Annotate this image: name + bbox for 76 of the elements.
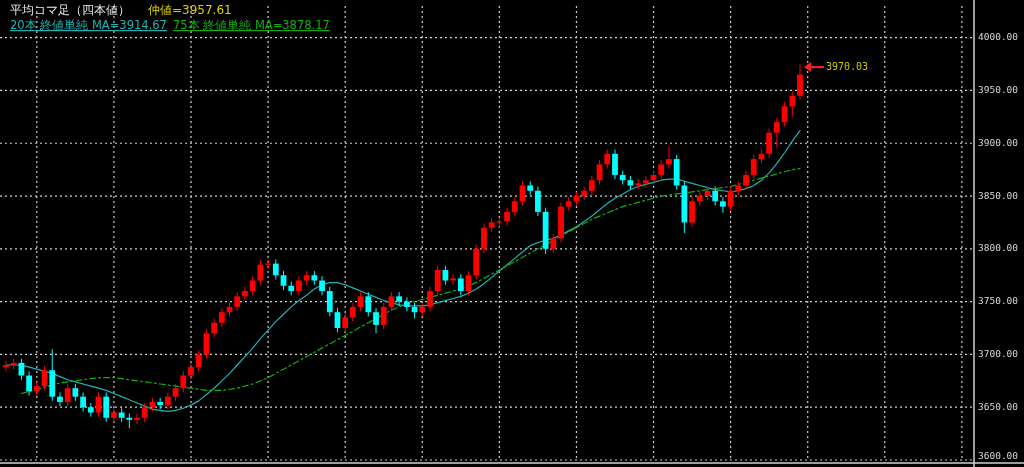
y-tick-label: 3650.00 [978,400,1019,412]
candlestick [195,349,202,372]
candlestick [396,291,403,307]
candlestick [326,286,333,317]
y-tick-label: 3700.00 [978,347,1019,359]
candlestick [357,291,364,312]
candlestick [103,391,110,423]
candlestick [218,307,225,328]
candlestick [265,258,271,270]
candlestick [249,275,256,296]
candlestick [481,223,487,254]
candlestick [3,360,9,372]
candlestick [211,318,218,339]
y-tick-label: 3850.00 [978,189,1019,201]
candlestick [180,370,187,393]
candlestick [26,370,33,397]
candlestick [403,296,410,312]
candlestick [280,270,287,291]
candlestick [134,413,140,425]
candlestick [272,258,279,280]
line-series [20,168,801,395]
chart-title: 平均コマ足（四本値） [10,3,130,17]
candlestick [612,149,618,180]
y-tick-label: 4000.00 [978,31,1019,43]
candlestick [773,117,780,148]
text: 75本 終値単純 MA=3878.17 [172,18,330,32]
candlestick [242,286,248,302]
candlestick [188,362,194,381]
candlestick [750,154,757,180]
text: 3970.03 [826,61,869,73]
candlestick [504,207,510,227]
candlestick [658,159,665,180]
chart-subtitle: 仲値=3957.61 [148,3,232,17]
y-tick-label: 3750.00 [978,295,1019,307]
candlestick [535,186,541,217]
candlestick [319,275,325,296]
candlestick [64,383,71,407]
y-tick-label: 3950.00 [978,83,1019,95]
candlestick [141,402,148,423]
candlestick [666,145,672,170]
candlestick [789,91,796,118]
y-tick-label: 3600.00 [978,449,1019,461]
candlestick [727,186,734,212]
candlestick [164,391,171,410]
candlestick [496,216,503,229]
candlestick [712,186,719,207]
candlestick [743,170,749,191]
candlestick [57,391,63,407]
candlestick [234,291,241,312]
candlestick [797,63,803,101]
candlestick [342,312,349,333]
y-tick-label: 3800.00 [978,242,1019,254]
candlestick [442,265,449,286]
candlestick [434,265,441,296]
candlestick [720,196,726,214]
candlestick [80,391,86,412]
candlestick [550,233,557,254]
candlestick [296,275,302,296]
candlestick [380,302,387,330]
candlestick [689,196,695,228]
candlestick [427,286,433,312]
candlestick [511,196,518,217]
y-tick-label: 3900.00 [978,136,1019,148]
candlestick [365,291,372,317]
candlestick [373,307,379,334]
candlestick [388,291,395,312]
text: 20本 終値単純 MA=3914.67 [10,18,167,32]
candlestick [604,149,611,170]
candlestick [766,127,773,159]
candlestick [111,407,117,423]
candlestick [257,258,264,286]
candlestick [450,273,456,286]
candlestick [588,175,595,196]
candlestick [457,273,464,296]
candlestick [635,178,642,191]
candlestick [350,302,356,323]
